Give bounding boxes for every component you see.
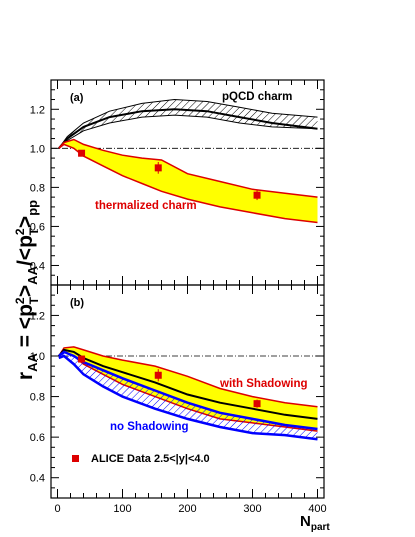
legend-label: ALICE Data 2.5<|y|<4.0	[91, 453, 210, 465]
y-axis-title: rAA = <p2T>AA/<p2T>pp	[13, 200, 41, 380]
with-shadowing-label: with Shadowing	[219, 378, 308, 390]
panel-b: 0.4 0.6 0.8 1.0 1.2 0 100 200 300 400 (b) with Sh…	[30, 284, 327, 515]
panel-a-y-tick-label: 0.8	[30, 182, 45, 194]
thermalized-charm-label: thermalized charm	[95, 200, 197, 212]
x-axis-title: Npart	[300, 513, 330, 533]
panel-b-with-shadowing-band	[58, 346, 318, 432]
panel-a-y-tick-label: 1.0	[30, 143, 45, 155]
panel-a-data-point	[154, 164, 162, 172]
panel-b-no-shadowing-band	[58, 351, 318, 440]
panel-b-x-tick-label: 100	[113, 503, 131, 515]
panel-b-y-tick-label: 0.8	[30, 392, 45, 404]
panel-a-data-point	[78, 149, 86, 157]
panel-a: 0.4 0.6 0.8 1.0 1.2 (a) pQCD charm thermaliz…	[30, 79, 325, 286]
panel-a-thermalized-charm-band	[58, 139, 318, 223]
panel-b-y-tick-label: 1.0	[30, 351, 45, 363]
panel-b-no-shadowing-upper-edge	[58, 350, 318, 431]
panel-b-no-shadowing-lower-edge	[58, 354, 318, 441]
panel-a-y-tick-label: 0.6	[30, 221, 45, 233]
no-shadowing-label: no Shadowing	[110, 421, 189, 433]
panel-a-y-tick-label: 0.4	[30, 260, 45, 272]
legend-marker	[72, 455, 79, 462]
panel-b-x-tick-label: 400	[308, 503, 326, 515]
panel-b-label: (b)	[70, 297, 84, 309]
panel-b-x-tick-label: 0	[54, 503, 60, 515]
panel-a-thermalized-charm-upper-edge	[58, 138, 318, 198]
panel-b-with-shadowing-central-line	[58, 348, 318, 420]
panel-a-pqcd-charm-lower-edge	[58, 114, 318, 149]
panel-b-data-point	[78, 355, 86, 363]
panel-a-label: (a)	[70, 92, 84, 104]
panel-b-with-shadowing-upper-edge	[58, 346, 318, 408]
panel-a-y-tick-label: 1.2	[30, 104, 45, 116]
panel-b-x-tick-label: 300	[243, 503, 261, 515]
panel-b-y-tick-label: 0.6	[30, 432, 45, 444]
panel-b-y-tick-label: 1.2	[30, 310, 45, 322]
panel-a-pqcd-charm-upper-edge	[58, 98, 318, 149]
panel-b-x-tick-label: 200	[178, 503, 196, 515]
panel-b-data-point	[154, 371, 162, 379]
panel-b-data-point	[253, 400, 261, 408]
panel-a-data-point	[253, 191, 261, 199]
panel-a-thermalized-charm-lower-edge	[58, 143, 318, 224]
pqcd-charm-label: pQCD charm	[222, 91, 292, 103]
panel-a-pqcd-charm-central-line	[58, 108, 318, 149]
panel-b-y-tick-label: 0.4	[30, 473, 45, 485]
panel-a-pqcd-charm-band	[58, 99, 318, 149]
